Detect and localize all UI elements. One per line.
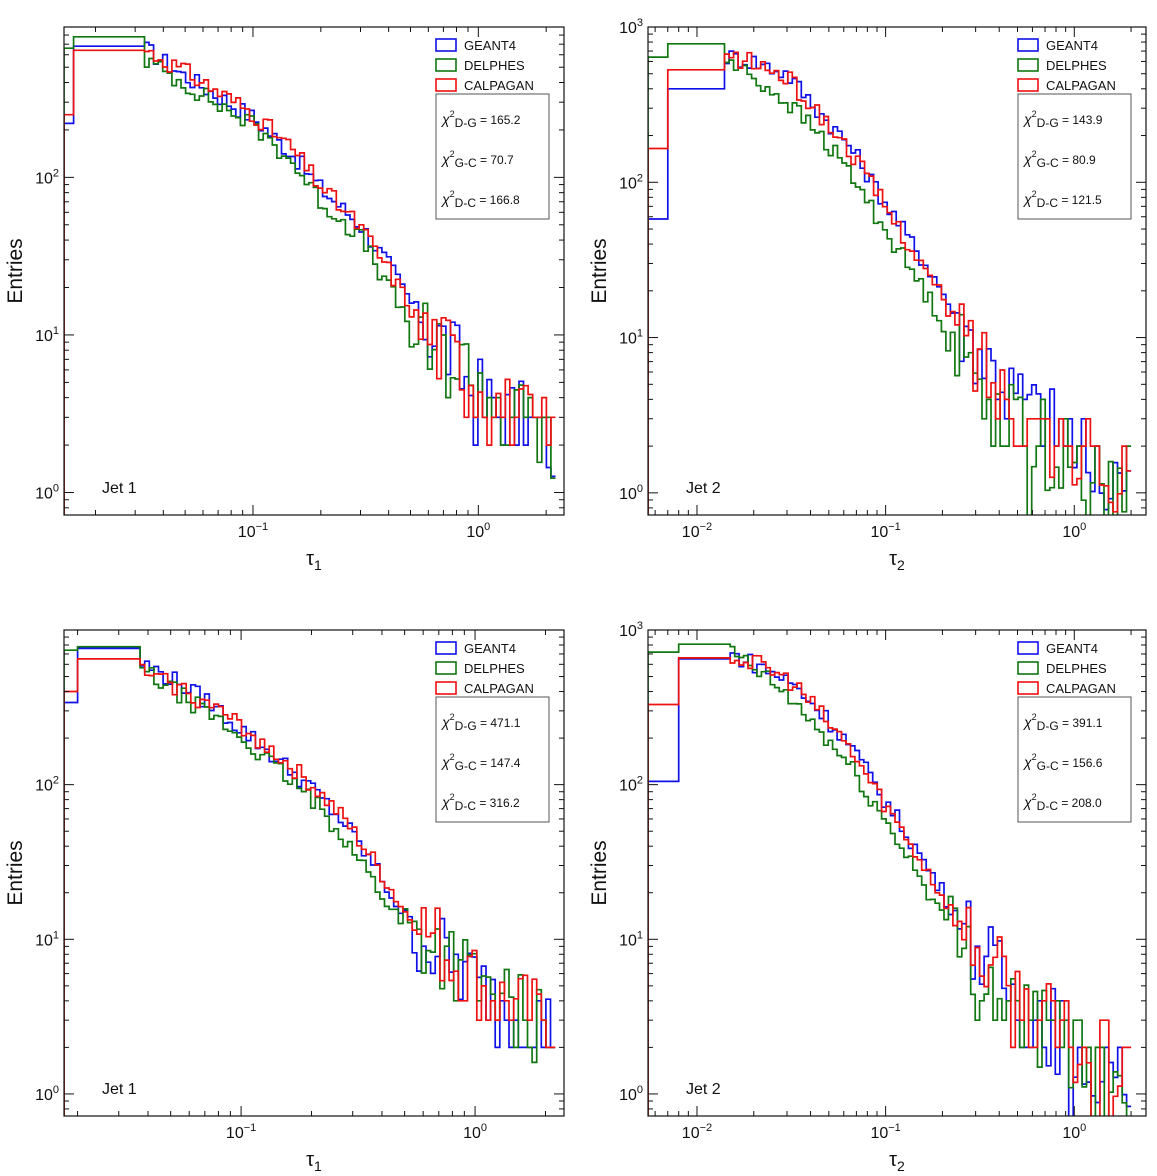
legend-swatch-calpagan xyxy=(1017,78,1039,92)
y-tick-label: 103 xyxy=(619,620,643,640)
plot-frame xyxy=(63,26,565,516)
series-calpagan xyxy=(64,658,556,1116)
x-tick-label: 10−2 xyxy=(682,521,712,541)
x-axis-label: τ2 xyxy=(889,1149,905,1171)
panel-label: Jet 1 xyxy=(102,1081,137,1098)
chi2-entry: χ2G-C = 156.6 xyxy=(1022,752,1103,773)
chi2-entry: χ2D-G = 165.2 xyxy=(440,109,521,130)
legend-label-delphes: DELPHES xyxy=(464,58,525,73)
chi2-box xyxy=(1017,93,1132,220)
chi2-box xyxy=(1017,696,1132,823)
y-axis-label: Entries xyxy=(588,238,611,303)
x-tick-label: 100 xyxy=(463,1122,487,1142)
legend-swatch-calpagan xyxy=(435,78,457,92)
x-tick-label: 100 xyxy=(466,521,490,541)
plot-frame xyxy=(647,629,1147,1117)
chi2-box xyxy=(435,93,550,220)
chi2-entry: χ2G-C = 147.4 xyxy=(440,752,521,773)
x-tick-label: 100 xyxy=(1062,521,1086,541)
legend-label-delphes: DELPHES xyxy=(1046,58,1107,73)
chi2-entry: χ2D-C = 316.2 xyxy=(440,792,520,813)
x-tick-label: 10−1 xyxy=(870,1122,900,1142)
chi2-entry: χ2D-C = 208.0 xyxy=(1022,792,1102,813)
series-delphes xyxy=(648,42,1132,515)
legend-swatch-delphes xyxy=(435,58,457,72)
y-tick-label: 100 xyxy=(35,1084,59,1104)
legend-swatch-geant4 xyxy=(435,641,457,655)
y-axis-label: Entries xyxy=(588,840,611,905)
legend-swatch-delphes xyxy=(435,661,457,675)
legend-swatch-delphes xyxy=(1017,661,1039,675)
x-tick-label: 10−1 xyxy=(226,1122,256,1142)
panel-label: Jet 2 xyxy=(686,1081,721,1098)
chi2-entry: χ2D-C = 166.8 xyxy=(440,189,520,210)
legend-swatch-geant4 xyxy=(435,38,457,52)
chi2-entry: χ2D-G = 471.1 xyxy=(440,712,521,733)
legend-label-calpagan: CALPAGAN xyxy=(464,681,534,696)
series-calpagan xyxy=(648,51,1132,515)
chi2-entry: χ2G-C = 70.7 xyxy=(440,149,514,170)
chi2-box xyxy=(435,696,550,823)
legend-label-calpagan: CALPAGAN xyxy=(1046,681,1116,696)
chart-panel-2: 100 101 102 103 10−2 10−1 100 τ2 Entries Jet 2 GEA… xyxy=(588,17,1147,573)
chart-panel-3: 100 101 102 10−1 100 τ1 Entries Jet 1 GEANT4 DELP… xyxy=(4,629,565,1174)
y-tick-label: 102 xyxy=(619,172,643,192)
legend-label-geant4: GEANT4 xyxy=(464,38,516,53)
y-tick-label: 102 xyxy=(35,775,59,795)
x-axis-label: τ1 xyxy=(306,1149,322,1171)
legend-label-geant4: GEANT4 xyxy=(464,641,516,656)
legend-label-delphes: DELPHES xyxy=(1046,661,1107,676)
chart-panel-1: 100 101 102 10−1 100 τ1 Entries Jet 1 GEANT4 DELP… xyxy=(4,26,565,573)
legend-swatch-delphes xyxy=(1017,58,1039,72)
y-axis-label: Entries xyxy=(4,238,27,303)
legend-label-geant4: GEANT4 xyxy=(1046,641,1098,656)
plot-frame xyxy=(63,629,565,1117)
y-tick-label: 102 xyxy=(619,775,643,795)
legend-swatch-geant4 xyxy=(1017,38,1039,52)
y-tick-label: 101 xyxy=(35,929,59,949)
y-tick-label: 101 xyxy=(35,325,59,345)
x-tick-label: 10−1 xyxy=(870,521,900,541)
panel-label: Jet 1 xyxy=(102,480,137,497)
y-tick-label: 101 xyxy=(619,929,643,949)
legend-label-calpagan: CALPAGAN xyxy=(1046,78,1116,93)
x-tick-label: 10−1 xyxy=(238,521,268,541)
y-tick-label: 102 xyxy=(35,167,59,187)
y-tick-label: 103 xyxy=(619,17,643,37)
legend-swatch-calpagan xyxy=(435,681,457,695)
x-axis-label: τ1 xyxy=(306,548,322,573)
chi2-entry: χ2D-G = 143.9 xyxy=(1022,109,1103,130)
chi2-entry: χ2D-C = 121.5 xyxy=(1022,189,1102,210)
y-axis-label: Entries xyxy=(4,840,27,905)
legend-swatch-calpagan xyxy=(1017,681,1039,695)
series-calpagan xyxy=(64,49,556,515)
legend-label-calpagan: CALPAGAN xyxy=(464,78,534,93)
y-tick-label: 101 xyxy=(619,328,643,348)
plot-frame xyxy=(647,26,1147,516)
x-tick-label: 10−2 xyxy=(682,1122,712,1142)
chart-panel-4: 100 101 102 103 10−2 10−1 100 τ2 Entries Jet 2 GEA… xyxy=(588,620,1147,1174)
legend-label-delphes: DELPHES xyxy=(464,661,525,676)
y-tick-label: 100 xyxy=(619,1084,643,1104)
chi2-entry: χ2G-C = 80.9 xyxy=(1022,149,1096,170)
y-tick-label: 100 xyxy=(619,483,643,503)
legend-label-geant4: GEANT4 xyxy=(1046,38,1098,53)
x-tick-label: 100 xyxy=(1062,1122,1086,1142)
legend-swatch-geant4 xyxy=(1017,641,1039,655)
x-axis-label: τ2 xyxy=(889,548,905,573)
series-delphes xyxy=(64,35,556,515)
series-calpagan xyxy=(648,654,1132,1116)
panel-label: Jet 2 xyxy=(686,480,721,497)
y-tick-label: 100 xyxy=(35,483,59,503)
chi2-entry: χ2D-G = 391.1 xyxy=(1022,712,1103,733)
